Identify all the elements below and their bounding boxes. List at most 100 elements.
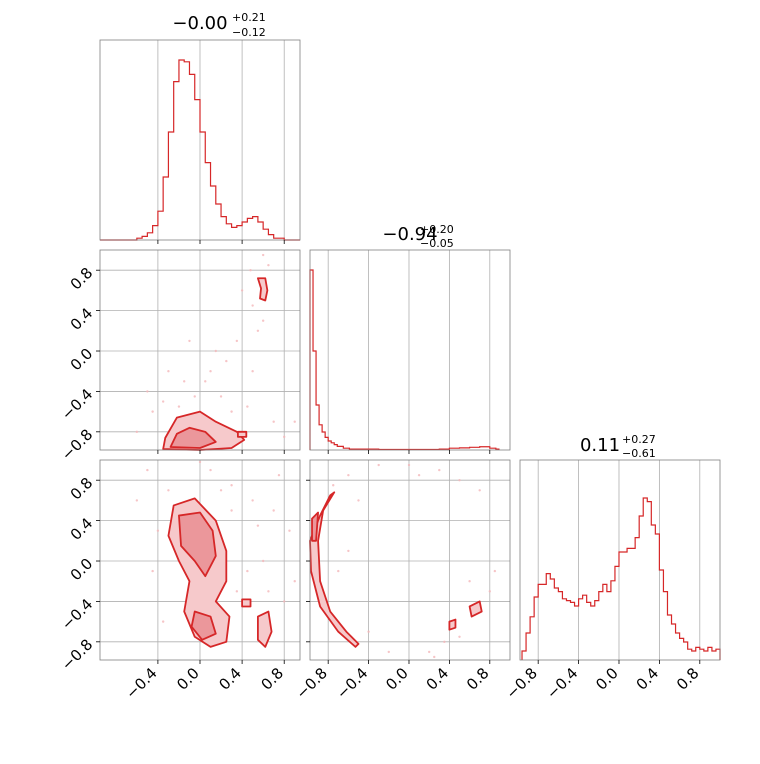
x-tick-label: 0.8 bbox=[257, 664, 287, 694]
sample-point bbox=[135, 430, 139, 434]
sample-point bbox=[156, 529, 160, 532]
sample-point bbox=[251, 499, 254, 502]
panel-title: −0.00 bbox=[172, 13, 227, 34]
sample-point bbox=[151, 569, 154, 573]
sample-point bbox=[188, 339, 191, 343]
sample-point bbox=[246, 405, 249, 408]
sample-point bbox=[219, 395, 223, 398]
histogram-line bbox=[309, 269, 500, 451]
grid bbox=[157, 40, 285, 240]
x-tick-label: −0.8 bbox=[503, 664, 541, 702]
panel-param-2-marginal: −0.94 +0.20 −0.05 bbox=[309, 223, 511, 454]
sample-point bbox=[267, 263, 270, 267]
contour-outer bbox=[468, 600, 483, 618]
y-tick-label: 0.4 bbox=[67, 304, 97, 334]
axes-frame bbox=[519, 459, 721, 661]
sample-point bbox=[198, 460, 202, 464]
x-tick-label: −0.4 bbox=[333, 664, 371, 702]
sample-point bbox=[161, 400, 165, 403]
sample-point bbox=[332, 484, 335, 487]
sample-point bbox=[261, 559, 265, 563]
sample-point bbox=[367, 630, 370, 633]
sample-point bbox=[347, 473, 350, 477]
histogram-line bbox=[100, 59, 300, 241]
sample-point bbox=[493, 569, 497, 573]
sample-point bbox=[377, 463, 380, 467]
contour-outer bbox=[256, 277, 269, 302]
sample-point bbox=[135, 499, 139, 502]
sample-point bbox=[183, 380, 186, 383]
x-tick-label: 0.4 bbox=[423, 664, 453, 694]
title-upper-error: +0.27 bbox=[622, 433, 656, 446]
tick-marks bbox=[327, 450, 491, 454]
sample-point bbox=[209, 468, 212, 472]
sample-point bbox=[347, 549, 350, 553]
sample-point bbox=[283, 435, 286, 439]
y-tick-label: −0.4 bbox=[58, 385, 96, 423]
y-tick-label: −0.8 bbox=[58, 635, 96, 673]
y-tick-label: −0.8 bbox=[58, 425, 96, 463]
sample-point bbox=[478, 489, 481, 492]
contour-inner bbox=[311, 511, 319, 542]
sample-point bbox=[433, 655, 436, 659]
sample-point bbox=[249, 269, 252, 272]
sample-point bbox=[458, 635, 461, 638]
sample-point bbox=[261, 319, 265, 322]
sample-point bbox=[443, 640, 446, 644]
panel-param-3-marginal: −0.8 −0.4 0.0 0.4 0.8 0.11 +0.27 −0.61 bbox=[503, 433, 721, 703]
title-upper-error: +0.20 bbox=[420, 223, 454, 236]
panel-param-1-vs-param-3: −0.4 0.0 0.4 0.8−0.8−0.40.00.40.8 bbox=[58, 459, 301, 703]
sample-point bbox=[230, 509, 233, 512]
sample-point bbox=[293, 420, 296, 423]
title-lower-error: −0.12 bbox=[232, 26, 266, 39]
sample-point bbox=[193, 395, 196, 398]
tick-marks bbox=[157, 240, 285, 244]
axes-frame bbox=[309, 459, 511, 661]
title-lower-error: −0.61 bbox=[622, 447, 656, 460]
sample-point bbox=[261, 253, 265, 257]
histogram-line bbox=[521, 497, 721, 660]
sample-point bbox=[387, 650, 390, 654]
contour-inner bbox=[169, 426, 217, 449]
sample-point bbox=[161, 620, 165, 623]
sample-point bbox=[438, 468, 441, 472]
panel-title: −0.94 bbox=[382, 224, 437, 245]
sample-point bbox=[488, 590, 491, 593]
title-lower-error: −0.05 bbox=[420, 237, 454, 250]
sample-point bbox=[458, 479, 461, 482]
sample-point bbox=[146, 468, 149, 472]
sample-point bbox=[167, 489, 170, 492]
contour-regions bbox=[167, 497, 273, 648]
sample-point bbox=[256, 524, 260, 527]
contour-inner bbox=[190, 610, 217, 641]
sample-point bbox=[256, 329, 260, 333]
sample-point bbox=[225, 359, 228, 363]
sample-point bbox=[151, 410, 154, 413]
contour-outer bbox=[256, 610, 273, 648]
sample-point bbox=[277, 473, 281, 477]
sample-point bbox=[230, 484, 233, 487]
tick-marks: −0.8−0.4 0.0 0.4 0.8 bbox=[503, 660, 703, 703]
axes-frame bbox=[309, 249, 511, 451]
x-tick-label: 0.0 bbox=[173, 664, 203, 694]
contour-outer bbox=[309, 491, 360, 648]
panel-param-1-vs-param-2: −0.8−0.4 0.0 0.4 0.8 bbox=[58, 249, 301, 464]
contour-outer bbox=[448, 618, 457, 631]
y-tick-label: 0.8 bbox=[67, 474, 97, 504]
sample-point bbox=[357, 499, 360, 502]
y-tick-label: 0.0 bbox=[67, 555, 97, 585]
contour-inner bbox=[178, 511, 217, 578]
x-tick-label: 0.8 bbox=[463, 664, 493, 694]
sample-point bbox=[251, 304, 254, 307]
sample-point bbox=[209, 370, 212, 373]
contour-outer bbox=[241, 598, 252, 608]
sample-point bbox=[235, 590, 239, 593]
sample-point bbox=[272, 509, 275, 512]
x-tick-label: −0.4 bbox=[543, 664, 581, 702]
x-tick-label: −0.4 bbox=[122, 664, 160, 702]
title-upper-error: +0.21 bbox=[232, 11, 266, 24]
x-tick-label: 0.0 bbox=[592, 664, 622, 694]
panel-title: 0.11 bbox=[580, 435, 620, 456]
scatter-points bbox=[135, 460, 296, 623]
